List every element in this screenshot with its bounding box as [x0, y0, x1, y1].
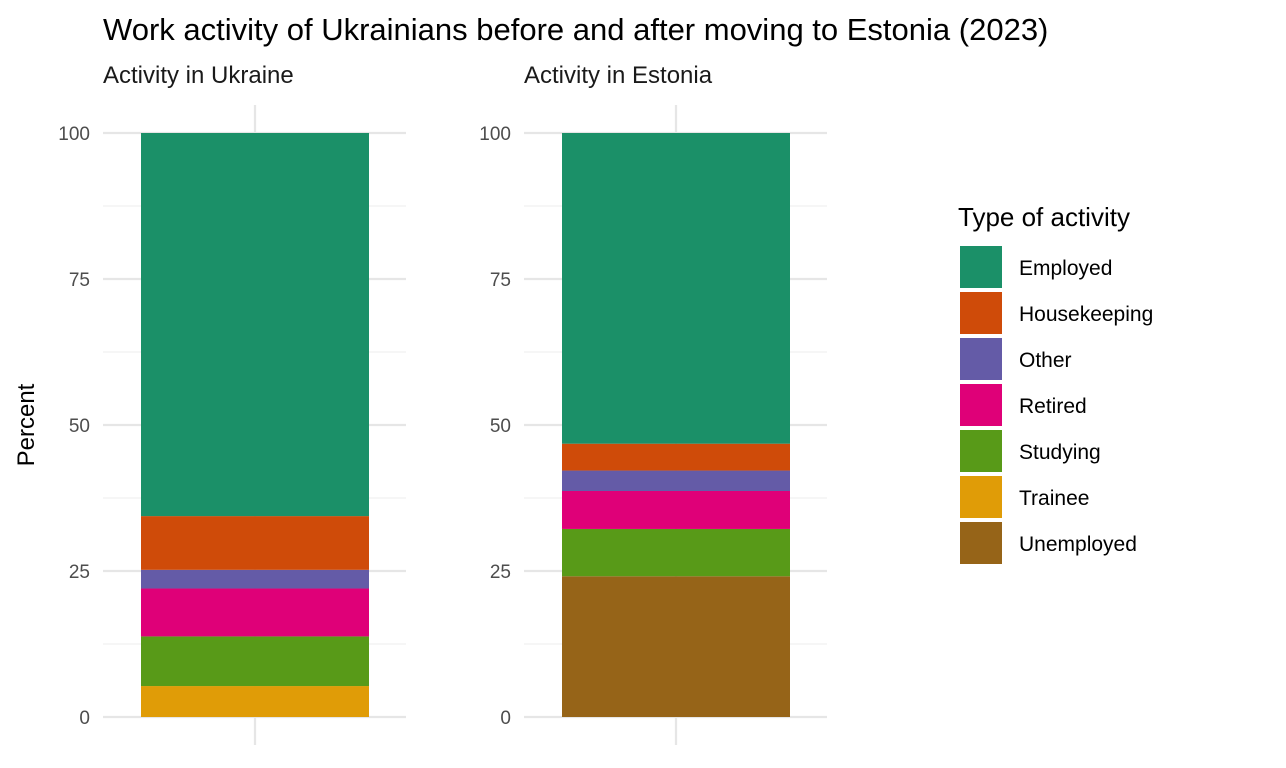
legend-label: Housekeeping: [1019, 303, 1153, 326]
y-tick-label: 100: [58, 124, 90, 145]
y-tick-label: 100: [479, 124, 511, 145]
bar-segment-trainee: [141, 686, 369, 717]
y-tick-label: 50: [69, 416, 90, 437]
bar-segment-studying: [562, 528, 790, 577]
facet-panel-estonia: Activity in Estonia 0 25 50 75 100: [479, 62, 827, 745]
bar-segment-other: [141, 569, 369, 589]
y-tick-label: 50: [490, 416, 511, 437]
legend-swatch-employed: [960, 246, 1002, 288]
legend-label: Employed: [1019, 257, 1112, 280]
legend-title: Type of activity: [958, 202, 1130, 232]
bar-segment-retired: [141, 588, 369, 637]
legend-label: Unemployed: [1019, 533, 1137, 556]
legend-swatch-trainee: [960, 476, 1002, 518]
legend-swatch-retired: [960, 384, 1002, 426]
chart-title: Work activity of Ukrainians before and a…: [103, 12, 1048, 47]
bar-segment-other: [562, 470, 790, 491]
facet-title: Activity in Estonia: [524, 62, 713, 89]
bar-segment-retired: [562, 490, 790, 529]
facet-title: Activity in Ukraine: [103, 62, 294, 89]
legend-label: Other: [1019, 349, 1072, 372]
legend-label: Trainee: [1019, 487, 1089, 510]
legend-swatch-unemployed: [960, 522, 1002, 564]
y-tick-label: 25: [490, 562, 511, 583]
y-tick-label: 0: [79, 708, 90, 729]
facet-panel-ukraine: Activity in Ukraine 0 25 50 75 100: [58, 62, 406, 745]
legend-label: Studying: [1019, 441, 1101, 464]
bar-segment-unemployed: [562, 576, 790, 717]
legend-label: Retired: [1019, 395, 1087, 418]
y-tick-label: 75: [490, 270, 511, 291]
legend-swatch-other: [960, 338, 1002, 380]
legend: Type of activity Employed Housekeeping Oth…: [958, 202, 1153, 564]
bar-segment-housekeeping: [562, 443, 790, 471]
bar-segment-studying: [141, 636, 369, 687]
legend-swatch-housekeeping: [960, 292, 1002, 334]
legend-swatch-studying: [960, 430, 1002, 472]
bar-segment-housekeeping: [141, 516, 369, 570]
y-axis-label: Percent: [13, 383, 40, 466]
bar-segment-employed: [562, 133, 790, 444]
bar-segment-employed: [141, 133, 369, 517]
y-tick-label: 25: [69, 562, 90, 583]
y-tick-label: 75: [69, 270, 90, 291]
y-tick-label: 0: [500, 708, 511, 729]
